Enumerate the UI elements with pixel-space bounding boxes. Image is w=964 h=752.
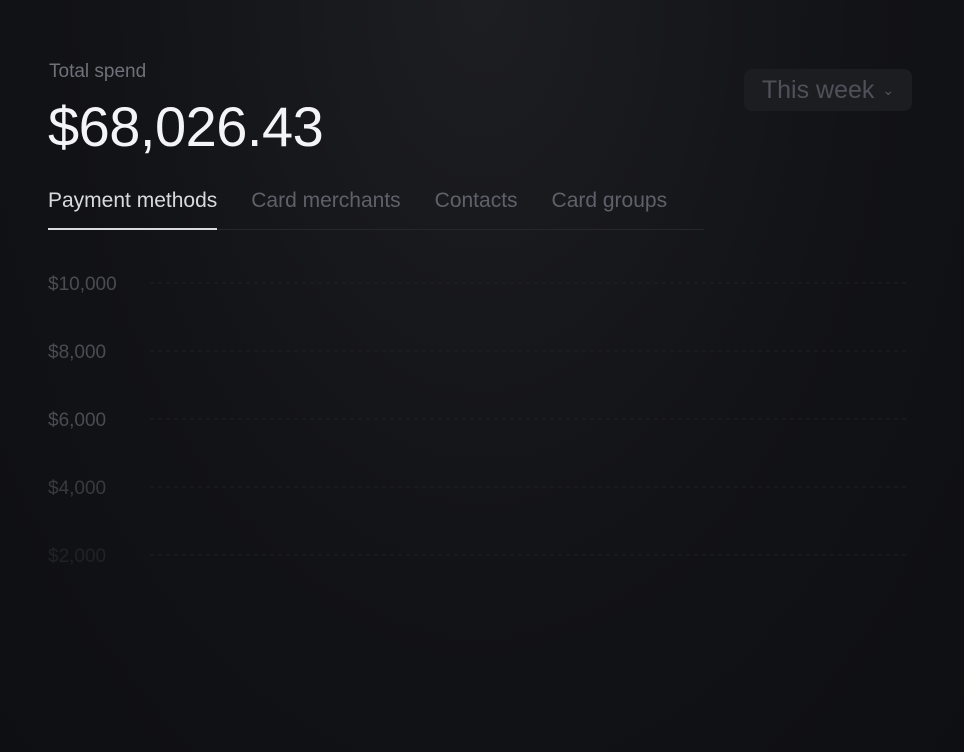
bar-spend[interactable] (392, 510, 464, 570)
bar-spend[interactable] (832, 449, 904, 570)
bar-spend[interactable] (282, 444, 354, 571)
y-tick-label: $6,000 (48, 410, 106, 431)
y-tick-label: $10,000 (48, 274, 117, 295)
bar-spend[interactable] (722, 429, 794, 570)
y-tick-label: $4,000 (48, 478, 106, 499)
period-label: This week (761, 75, 875, 104)
bar-spend[interactable] (172, 378, 244, 570)
total-spend-label: Total spend (49, 61, 147, 82)
tab-card-groups[interactable]: Card groups (551, 189, 668, 212)
bar-spend[interactable] (612, 403, 684, 570)
chevron-down-icon: ⌄ (882, 81, 895, 98)
tab-contacts[interactable]: Contacts (434, 189, 518, 212)
total-spend-value: $68,026.43 (48, 95, 324, 158)
bar-total[interactable] (392, 296, 464, 570)
y-tick-label: $8,000 (48, 342, 106, 363)
tab-card-merchants[interactable]: Card merchants (251, 189, 401, 212)
tab-bar: Payment methods Card merchants Contacts … (48, 186, 704, 230)
y-tick-label: $2,000 (48, 546, 106, 567)
period-dropdown[interactable]: This week ⌄ (744, 69, 912, 111)
tab-payment-methods[interactable]: Payment methods (48, 186, 218, 230)
bar-spend[interactable] (502, 478, 574, 571)
